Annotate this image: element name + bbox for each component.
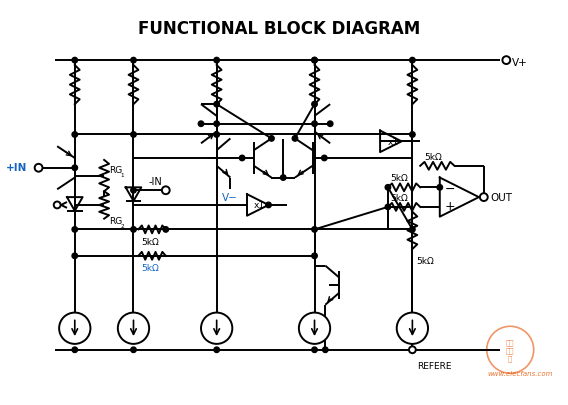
Text: RG: RG <box>109 217 122 226</box>
Circle shape <box>410 58 415 64</box>
Circle shape <box>480 194 488 202</box>
Text: +: + <box>445 200 456 213</box>
Text: $_1$: $_1$ <box>120 171 125 180</box>
Text: REFERE: REFERE <box>417 361 452 370</box>
Circle shape <box>198 122 204 127</box>
Text: OUT: OUT <box>491 193 513 202</box>
Text: 5kΩ: 5kΩ <box>424 152 442 161</box>
Circle shape <box>163 227 169 232</box>
Circle shape <box>214 58 219 64</box>
Circle shape <box>214 347 219 353</box>
Circle shape <box>72 166 77 171</box>
Circle shape <box>299 313 330 344</box>
Circle shape <box>292 136 298 142</box>
Circle shape <box>437 185 442 191</box>
Circle shape <box>312 254 318 259</box>
Circle shape <box>131 188 136 194</box>
Circle shape <box>269 136 274 142</box>
Text: 5kΩ: 5kΩ <box>141 263 159 273</box>
Circle shape <box>59 313 90 344</box>
Circle shape <box>201 313 232 344</box>
Circle shape <box>162 187 170 195</box>
Circle shape <box>312 58 318 64</box>
Circle shape <box>312 122 318 127</box>
Circle shape <box>410 347 415 353</box>
Circle shape <box>214 132 219 138</box>
Circle shape <box>312 58 318 64</box>
Circle shape <box>385 185 391 191</box>
Text: $_2$: $_2$ <box>120 222 125 230</box>
Text: 5kΩ: 5kΩ <box>390 174 408 183</box>
Text: +IN: +IN <box>6 162 28 173</box>
Text: RG: RG <box>109 166 122 175</box>
Circle shape <box>214 102 219 108</box>
Circle shape <box>410 347 415 353</box>
Circle shape <box>131 58 136 64</box>
Circle shape <box>321 156 327 161</box>
Text: 5kΩ: 5kΩ <box>416 257 434 266</box>
Text: −: − <box>445 183 455 196</box>
Circle shape <box>72 347 77 353</box>
Circle shape <box>385 205 391 210</box>
Text: V−: V− <box>222 193 237 202</box>
Circle shape <box>214 122 219 127</box>
Text: 电子
发烧
友: 电子 发烧 友 <box>506 339 515 361</box>
Circle shape <box>312 102 318 108</box>
Circle shape <box>131 132 136 138</box>
Circle shape <box>409 347 416 353</box>
Circle shape <box>72 58 77 64</box>
Text: 5kΩ: 5kΩ <box>141 237 159 246</box>
Text: -IN: -IN <box>148 177 162 187</box>
Circle shape <box>54 202 61 209</box>
Circle shape <box>72 254 77 259</box>
Circle shape <box>131 227 136 232</box>
Circle shape <box>131 347 136 353</box>
Text: x1: x1 <box>387 137 398 147</box>
Circle shape <box>323 347 328 353</box>
Circle shape <box>118 313 149 344</box>
Circle shape <box>266 202 272 208</box>
Text: www.elecfans.com: www.elecfans.com <box>488 370 553 376</box>
Text: 5kΩ: 5kΩ <box>390 193 408 202</box>
Circle shape <box>239 156 245 161</box>
Circle shape <box>281 175 286 181</box>
Circle shape <box>312 347 318 353</box>
Text: x1: x1 <box>254 201 265 210</box>
Circle shape <box>410 132 415 138</box>
Circle shape <box>503 57 510 65</box>
Circle shape <box>396 313 428 344</box>
Text: V+: V+ <box>512 58 528 68</box>
Circle shape <box>312 227 318 232</box>
Circle shape <box>327 122 333 127</box>
Circle shape <box>410 227 415 232</box>
Text: FUNCTIONAL BLOCK DIAGRAM: FUNCTIONAL BLOCK DIAGRAM <box>138 20 420 38</box>
Circle shape <box>35 164 43 172</box>
Circle shape <box>72 227 77 232</box>
Circle shape <box>72 132 77 138</box>
